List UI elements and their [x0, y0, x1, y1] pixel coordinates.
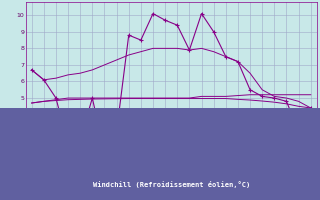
Text: Windchill (Refroidissement éolien,°C): Windchill (Refroidissement éolien,°C)	[92, 188, 250, 196]
Text: Windchill (Refroidissement éolien,°C): Windchill (Refroidissement éolien,°C)	[92, 180, 250, 188]
